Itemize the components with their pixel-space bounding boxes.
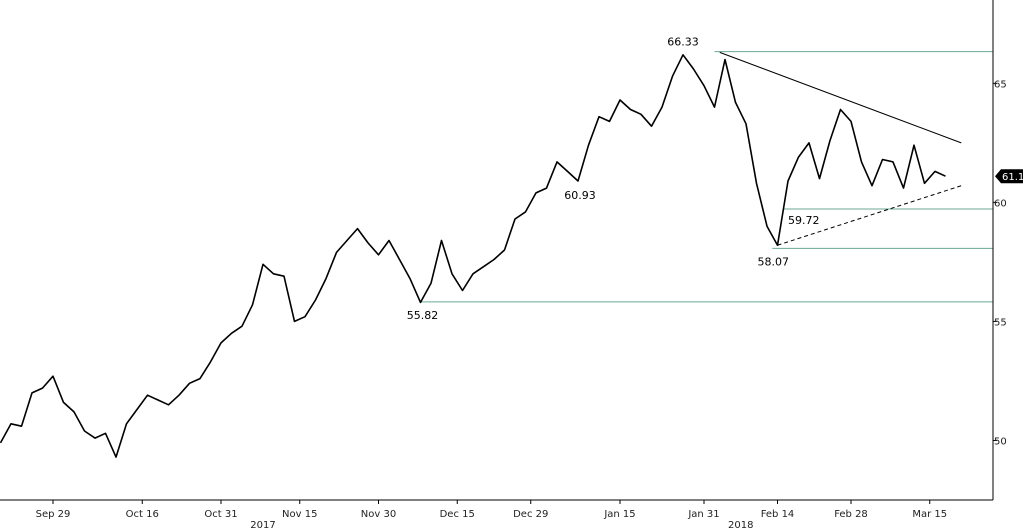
price-annotation: 60.93 [564, 189, 596, 202]
last-value-marker: 61.10 [995, 169, 1023, 184]
x-tick-label: Feb 14 [761, 509, 795, 520]
y-tick-label: 50 [994, 436, 1007, 447]
x-tick-label: Mar 15 [912, 509, 947, 520]
year-label: 2018 [728, 520, 753, 529]
price-series [0, 53, 946, 458]
last-value-label: 61.10 [1002, 172, 1023, 183]
x-ticks: Sep 29 Oct 16 Oct 31 Nov 15 Nov 30 Dec 15 Dec … [36, 500, 947, 529]
x-tick-label: Oct 31 [204, 509, 237, 520]
series-line [0, 53, 946, 458]
horizontal-levels [420, 51, 993, 303]
x-tick-label: Feb 28 [834, 509, 868, 520]
price-annotation: 66.33 [667, 36, 699, 49]
axes [0, 0, 994, 501]
year-label: 2017 [250, 520, 275, 529]
y-ticks: 50 55 60 65 [993, 79, 1007, 447]
x-tick-label: Nov 15 [282, 509, 317, 520]
trend-lines [719, 51, 962, 246]
y-tick-label: 65 [994, 79, 1007, 90]
x-tick-label: Jan 15 [603, 509, 635, 520]
x-tick-label: Nov 30 [361, 509, 396, 520]
x-tick-label: Dec 15 [440, 509, 475, 520]
price-annotation: 58.07 [758, 255, 790, 268]
y-tick-label: 60 [994, 198, 1007, 209]
y-tick-label: 55 [994, 317, 1007, 328]
price-annotation: 55.82 [407, 309, 439, 322]
resistance-trend-line [719, 51, 962, 144]
x-tick-label: Sep 29 [36, 509, 71, 520]
annotations: 66.33 60.93 55.82 59.72 58.07 [407, 36, 820, 322]
x-tick-label: Oct 16 [126, 509, 159, 520]
price-annotation: 59.72 [788, 214, 820, 227]
x-tick-label: Jan 31 [687, 509, 719, 520]
last-value-badge [995, 169, 1023, 184]
x-tick-label: Dec 29 [513, 509, 548, 520]
